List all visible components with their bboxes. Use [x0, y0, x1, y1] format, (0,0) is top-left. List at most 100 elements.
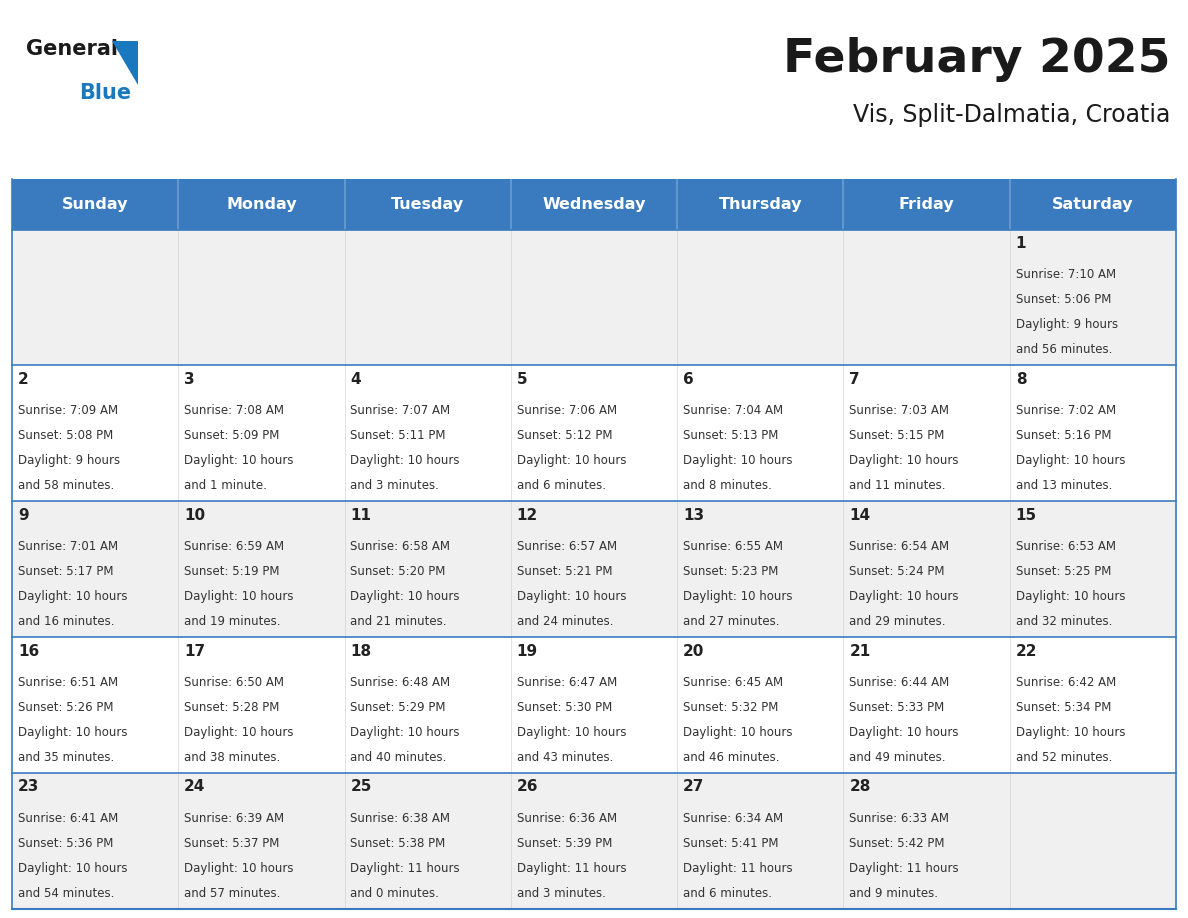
Text: 15: 15 — [1016, 508, 1037, 522]
Text: Sunrise: 6:34 AM: Sunrise: 6:34 AM — [683, 812, 783, 824]
Text: Wednesday: Wednesday — [542, 196, 646, 212]
Text: Sunrise: 6:59 AM: Sunrise: 6:59 AM — [184, 540, 284, 553]
Text: Daylight: 10 hours: Daylight: 10 hours — [350, 454, 460, 467]
Text: 6: 6 — [683, 372, 694, 386]
Text: 20: 20 — [683, 644, 704, 658]
Text: Sunset: 5:34 PM: Sunset: 5:34 PM — [1016, 700, 1111, 714]
Text: 17: 17 — [184, 644, 206, 658]
Text: Daylight: 11 hours: Daylight: 11 hours — [517, 862, 626, 875]
Text: 3: 3 — [184, 372, 195, 386]
Bar — [677, 179, 843, 230]
Text: General: General — [26, 39, 118, 59]
Text: Sunrise: 6:50 AM: Sunrise: 6:50 AM — [184, 676, 284, 688]
Text: Sunset: 5:06 PM: Sunset: 5:06 PM — [1016, 293, 1111, 307]
Text: 9: 9 — [18, 508, 29, 522]
Text: and 46 minutes.: and 46 minutes. — [683, 751, 779, 764]
Text: and 43 minutes.: and 43 minutes. — [517, 751, 613, 764]
Text: Sunset: 5:23 PM: Sunset: 5:23 PM — [683, 565, 778, 578]
Text: Daylight: 10 hours: Daylight: 10 hours — [683, 590, 792, 603]
Text: Sunset: 5:25 PM: Sunset: 5:25 PM — [1016, 565, 1111, 578]
Text: Daylight: 10 hours: Daylight: 10 hours — [184, 726, 293, 739]
Bar — [12, 179, 178, 230]
Text: and 32 minutes.: and 32 minutes. — [1016, 615, 1112, 628]
Text: Vis, Split-Dalmatia, Croatia: Vis, Split-Dalmatia, Croatia — [853, 103, 1170, 127]
Text: Sunset: 5:33 PM: Sunset: 5:33 PM — [849, 700, 944, 714]
Text: and 21 minutes.: and 21 minutes. — [350, 615, 447, 628]
Text: Sunrise: 7:01 AM: Sunrise: 7:01 AM — [18, 540, 118, 553]
Bar — [12, 773, 1176, 909]
Text: 28: 28 — [849, 779, 871, 794]
Text: Sunset: 5:41 PM: Sunset: 5:41 PM — [683, 836, 778, 850]
Text: Sunset: 5:36 PM: Sunset: 5:36 PM — [18, 836, 113, 850]
Bar — [12, 501, 1176, 637]
Text: Daylight: 10 hours: Daylight: 10 hours — [350, 590, 460, 603]
Text: and 8 minutes.: and 8 minutes. — [683, 479, 772, 492]
Text: Friday: Friday — [899, 196, 954, 212]
Polygon shape — [112, 41, 138, 85]
Text: 1: 1 — [1016, 236, 1026, 251]
Text: Daylight: 10 hours: Daylight: 10 hours — [1016, 590, 1125, 603]
Text: Daylight: 10 hours: Daylight: 10 hours — [849, 454, 959, 467]
Text: Sunset: 5:12 PM: Sunset: 5:12 PM — [517, 429, 612, 442]
Text: Sunset: 5:09 PM: Sunset: 5:09 PM — [184, 429, 279, 442]
Text: Sunset: 5:21 PM: Sunset: 5:21 PM — [517, 565, 612, 578]
Text: and 19 minutes.: and 19 minutes. — [184, 615, 280, 628]
Bar — [345, 179, 511, 230]
Text: February 2025: February 2025 — [783, 37, 1170, 82]
Text: and 27 minutes.: and 27 minutes. — [683, 615, 779, 628]
Text: Sunset: 5:19 PM: Sunset: 5:19 PM — [184, 565, 279, 578]
Text: 19: 19 — [517, 644, 538, 658]
Text: Daylight: 10 hours: Daylight: 10 hours — [849, 590, 959, 603]
Text: Sunset: 5:16 PM: Sunset: 5:16 PM — [1016, 429, 1111, 442]
Text: and 16 minutes.: and 16 minutes. — [18, 615, 114, 628]
Text: and 49 minutes.: and 49 minutes. — [849, 751, 946, 764]
Bar — [178, 179, 345, 230]
Text: and 35 minutes.: and 35 minutes. — [18, 751, 114, 764]
Bar — [843, 179, 1010, 230]
Text: Daylight: 10 hours: Daylight: 10 hours — [18, 590, 127, 603]
Text: 10: 10 — [184, 508, 206, 522]
Text: and 6 minutes.: and 6 minutes. — [683, 887, 772, 900]
Text: 5: 5 — [517, 372, 527, 386]
Text: Daylight: 10 hours: Daylight: 10 hours — [18, 862, 127, 875]
Text: and 38 minutes.: and 38 minutes. — [184, 751, 280, 764]
Text: 25: 25 — [350, 779, 372, 794]
Text: Sunrise: 7:10 AM: Sunrise: 7:10 AM — [1016, 268, 1116, 281]
Text: 12: 12 — [517, 508, 538, 522]
Text: Sunrise: 7:09 AM: Sunrise: 7:09 AM — [18, 404, 118, 417]
Text: Daylight: 10 hours: Daylight: 10 hours — [350, 726, 460, 739]
Text: Sunset: 5:37 PM: Sunset: 5:37 PM — [184, 836, 279, 850]
Text: Sunrise: 6:38 AM: Sunrise: 6:38 AM — [350, 812, 450, 824]
Text: Sunrise: 6:58 AM: Sunrise: 6:58 AM — [350, 540, 450, 553]
Text: Sunrise: 6:44 AM: Sunrise: 6:44 AM — [849, 676, 949, 688]
Text: Daylight: 10 hours: Daylight: 10 hours — [683, 454, 792, 467]
Text: Daylight: 10 hours: Daylight: 10 hours — [1016, 454, 1125, 467]
Text: 18: 18 — [350, 644, 372, 658]
Text: Daylight: 9 hours: Daylight: 9 hours — [1016, 319, 1118, 331]
Text: Daylight: 10 hours: Daylight: 10 hours — [849, 726, 959, 739]
Text: 23: 23 — [18, 779, 39, 794]
Text: Sunrise: 6:48 AM: Sunrise: 6:48 AM — [350, 676, 450, 688]
Text: and 9 minutes.: and 9 minutes. — [849, 887, 939, 900]
Text: 27: 27 — [683, 779, 704, 794]
Text: Daylight: 10 hours: Daylight: 10 hours — [18, 726, 127, 739]
Text: Blue: Blue — [80, 83, 132, 103]
Text: Sunset: 5:38 PM: Sunset: 5:38 PM — [350, 836, 446, 850]
Text: Daylight: 10 hours: Daylight: 10 hours — [517, 590, 626, 603]
Text: Monday: Monday — [226, 196, 297, 212]
Text: Sunrise: 6:39 AM: Sunrise: 6:39 AM — [184, 812, 284, 824]
Text: 22: 22 — [1016, 644, 1037, 658]
Text: and 54 minutes.: and 54 minutes. — [18, 887, 114, 900]
Text: Thursday: Thursday — [719, 196, 802, 212]
Text: Daylight: 9 hours: Daylight: 9 hours — [18, 454, 120, 467]
Text: Sunrise: 7:04 AM: Sunrise: 7:04 AM — [683, 404, 783, 417]
Bar — [1010, 179, 1176, 230]
Text: Sunset: 5:32 PM: Sunset: 5:32 PM — [683, 700, 778, 714]
Text: Daylight: 10 hours: Daylight: 10 hours — [1016, 726, 1125, 739]
Text: Sunrise: 7:03 AM: Sunrise: 7:03 AM — [849, 404, 949, 417]
Text: 8: 8 — [1016, 372, 1026, 386]
Text: Sunset: 5:30 PM: Sunset: 5:30 PM — [517, 700, 612, 714]
Text: Sunrise: 7:07 AM: Sunrise: 7:07 AM — [350, 404, 450, 417]
Text: and 0 minutes.: and 0 minutes. — [350, 887, 440, 900]
Text: Sunrise: 6:45 AM: Sunrise: 6:45 AM — [683, 676, 783, 688]
